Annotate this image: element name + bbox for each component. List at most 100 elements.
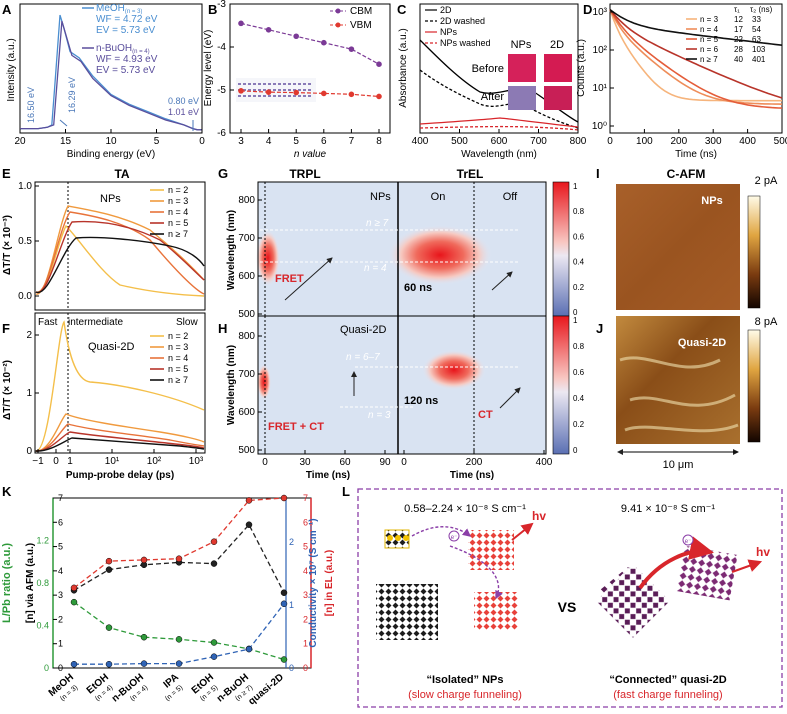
legend-label: n = 4 — [168, 353, 188, 363]
data-point — [175, 555, 183, 562]
panel-letter: B — [208, 2, 217, 17]
annotation-fret: FRET — [275, 273, 304, 285]
electron-label: e⁻ — [451, 535, 458, 541]
x-tick-label: 10¹ — [105, 456, 120, 467]
caption-title-nps: “Isolated” NPs — [426, 674, 503, 686]
ligand-dot — [403, 535, 409, 541]
data-point — [70, 584, 78, 592]
legend: 2D 2D washed NPs NPs washed — [425, 5, 491, 48]
y-ticks: 800 700 600 500 — [238, 195, 262, 320]
data-point-vbm — [265, 89, 272, 95]
current-scale-max: 2 pA — [755, 175, 778, 187]
x-tick-label: 400 — [412, 136, 429, 147]
panel-letter: D — [583, 2, 592, 17]
tau1-value: 22 — [734, 35, 743, 44]
conductivity-quasi2d: 9.41 × 10⁻⁸ S cm⁻¹ — [621, 503, 716, 515]
x-tick-label: 200 — [670, 136, 687, 147]
y-tick-label-red: 7 — [303, 493, 308, 503]
photo-2d-before — [544, 54, 572, 82]
data-point-cbm — [321, 39, 327, 46]
plot-frame — [229, 3, 391, 134]
y-tick-label-blue: 1 — [289, 600, 294, 610]
panel-letter: H — [218, 321, 227, 336]
legend-label: n = 3 — [700, 15, 719, 24]
colorbar-tick-label: 0 — [573, 308, 578, 317]
trpl-emission-spot — [257, 364, 271, 400]
absorbance-curve-4 — [419, 125, 579, 131]
tau1-value: 28 — [734, 45, 743, 54]
y-tick-label-red: 1 — [303, 639, 308, 649]
y-axis-label-green: L/Pb ratio (a.u.) — [1, 543, 13, 623]
y-tick-label: 800 — [238, 195, 255, 206]
series-line — [73, 497, 285, 589]
annotation-onset-1: 0.80 eV — [168, 96, 199, 106]
x-tick-label: 300 — [705, 136, 722, 147]
ticks: -3 -4 -5 -6 3 4 5 6 7 8 — [217, 0, 382, 147]
y-tick-label: 10¹ — [593, 83, 608, 94]
photo-2d-after — [544, 86, 572, 110]
photon-label: hv — [756, 545, 770, 559]
emission-arrow — [511, 522, 534, 541]
versus-label: VS — [558, 599, 577, 615]
y-tick-label-black: 2 — [58, 614, 63, 624]
tau1-value: 17 — [734, 25, 743, 34]
panel-b: B CBM VBM -3 -4 -5 -6 3 4 5 6 7 8 n value Energy … — [203, 0, 391, 160]
y-tick-label: 1.0 — [18, 181, 32, 192]
y-tick-label: 0 — [26, 446, 32, 457]
data-point-cbm — [376, 61, 382, 67]
panel-title: C-AFM — [667, 167, 706, 181]
x-axis-label-trel: Time (ns) — [450, 470, 494, 481]
y-tick-label-black: 7 — [58, 493, 63, 503]
tau2-value: 401 — [752, 55, 766, 64]
electron-symbol — [448, 530, 460, 542]
y-tick-label: 1 — [26, 388, 32, 399]
y-tick-label: 600 — [238, 271, 255, 282]
ta-curves-quasi2d — [35, 320, 205, 452]
data-point — [280, 600, 288, 608]
legend-nps: NPs — [440, 27, 458, 37]
ta-curve — [35, 413, 205, 452]
y-tick-label: 800 — [238, 331, 255, 342]
annotation-cutoff-2: 16.29 eV — [67, 77, 77, 113]
x-tick-label: 5 — [293, 136, 299, 147]
absorbance-curve-3 — [419, 117, 579, 128]
ticks: 0 100 200 300 400 500 10³ 10² 10¹ 10⁰ — [592, 7, 787, 147]
ta-curve — [35, 423, 205, 452]
x-axis-label: Time (ns) — [675, 149, 717, 160]
series-line — [74, 603, 285, 665]
sample-label: NPs — [701, 195, 722, 207]
tau2-value: 33 — [752, 15, 761, 24]
legend-label: n = 5 — [168, 218, 188, 228]
y-tick-label-blue: 2 — [289, 537, 294, 547]
data-point-vbm — [348, 91, 355, 98]
tau2-value: 63 — [752, 35, 761, 44]
panel-a: A 16.50 eV 16.29 eV 0.80 eV 1.01 eV MeOH… — [2, 2, 205, 160]
colorbar-tick-label: 0.8 — [573, 342, 585, 351]
electron-label: e⁻ — [685, 539, 692, 545]
y-tick-label: 10⁰ — [592, 121, 607, 132]
y-tick-label-black: 5 — [58, 542, 63, 552]
column-label-2d: 2D — [550, 39, 564, 51]
charge-transfer-path-2 — [449, 545, 503, 600]
y-tick-label-black: 6 — [58, 517, 63, 527]
x-tick-label: 1 — [67, 456, 73, 467]
afm-image-quasi2d — [616, 316, 740, 444]
annotation-n7: n ≥ 7 — [366, 218, 389, 229]
charge-transfer-path — [411, 526, 472, 537]
panel-letter: C — [397, 2, 407, 17]
absorbance-curves — [419, 39, 579, 131]
y-axis-label-black: [n] via AFM (a.u.) — [25, 543, 36, 623]
data-point — [280, 656, 288, 663]
electron-symbol — [682, 534, 694, 546]
y-tick-label: 700 — [238, 369, 255, 380]
y-tick-label: 2 — [26, 330, 32, 341]
panel-letter: G — [218, 166, 228, 181]
trpl-emission-spot — [256, 230, 280, 286]
panel-letter: K — [2, 484, 12, 499]
layered-structure-inset — [236, 78, 316, 102]
legend-marker-vbm — [335, 22, 341, 28]
current-scale-max: 8 pA — [755, 316, 778, 328]
panel-d: D τ₁ τ₂ (ns) n = 3 12 33 n = 4 17 54 n = 5 22 63… — [576, 2, 787, 160]
